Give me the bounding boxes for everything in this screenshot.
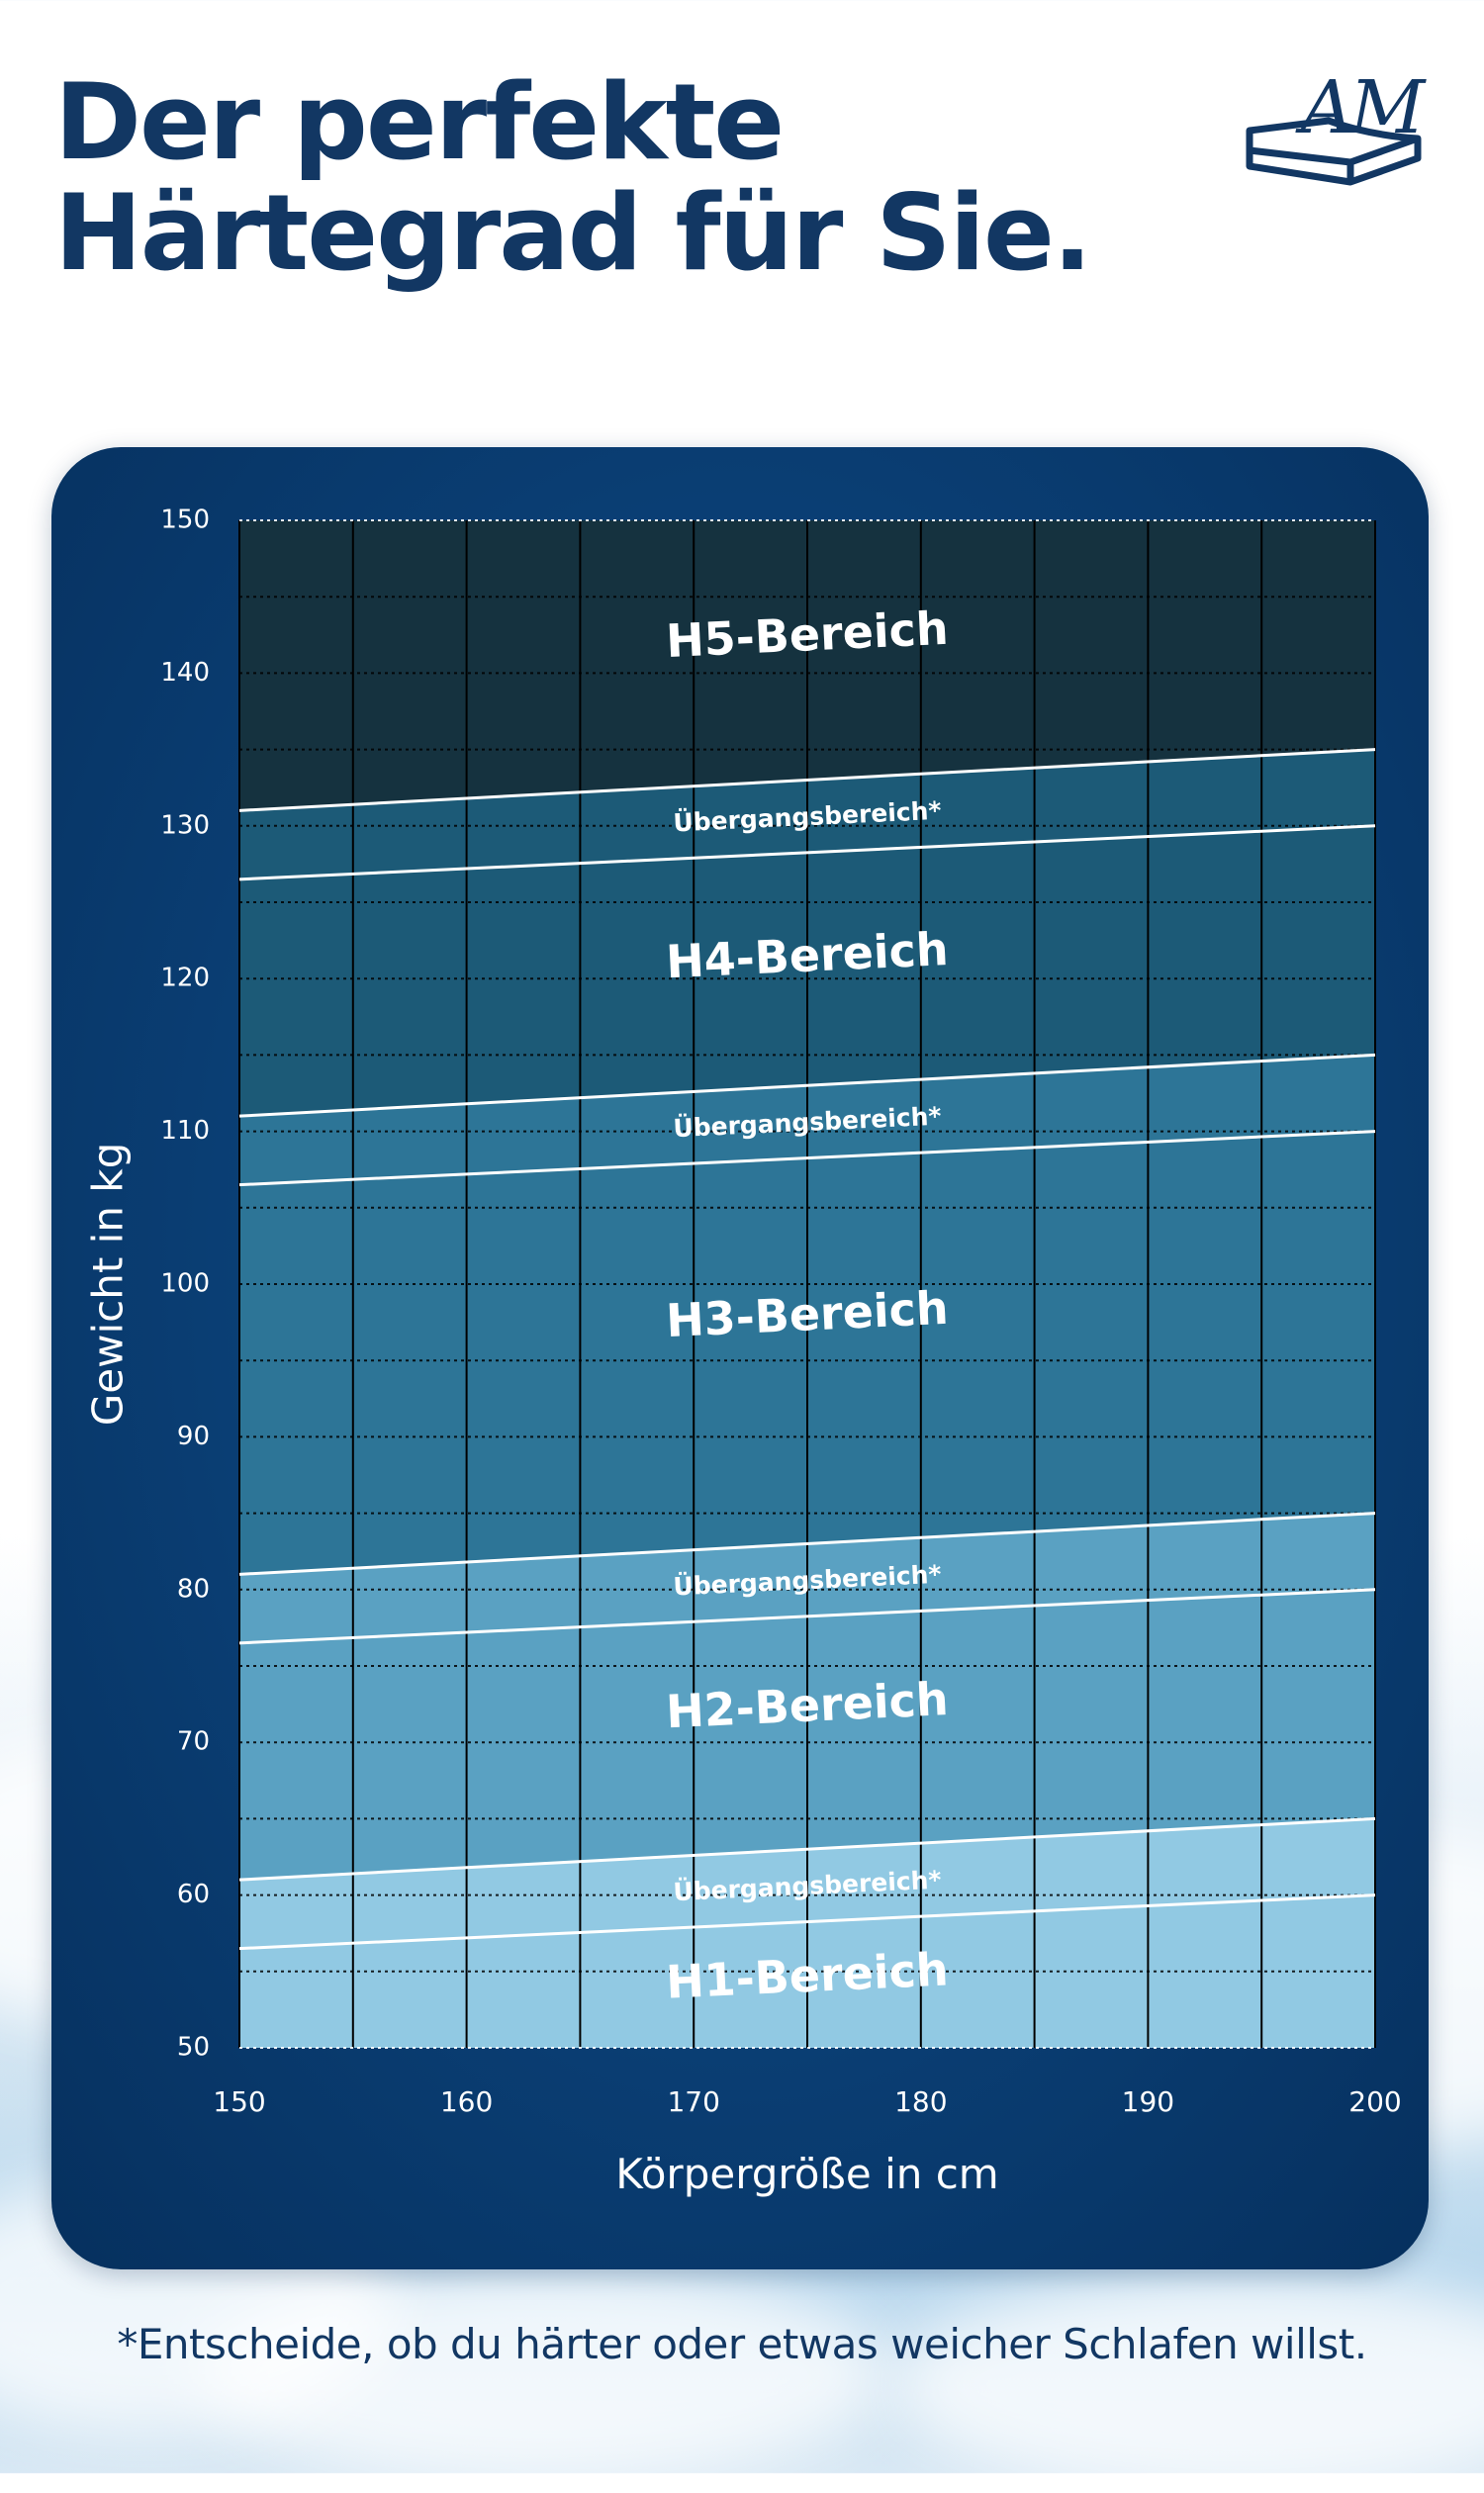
y-tick-label: 110 bbox=[160, 1116, 210, 1146]
region-label: H4-Bereich bbox=[665, 922, 950, 988]
x-tick-label: 180 bbox=[894, 2085, 947, 2118]
y-tick-label: 130 bbox=[160, 810, 210, 840]
boundary-line-4 bbox=[238, 1512, 1376, 1576]
y-tick-label: 50 bbox=[177, 2033, 210, 2063]
boundary-line-7 bbox=[238, 824, 1376, 881]
region-label: H3-Bereich bbox=[665, 1281, 950, 1347]
y-tick-label: 90 bbox=[177, 1422, 210, 1451]
mattress-icon bbox=[1246, 117, 1422, 186]
page-title: Der perfekte Härtegrad für Sie. bbox=[54, 61, 1092, 294]
y-tick-label: 120 bbox=[160, 964, 210, 993]
boundary-line-8 bbox=[238, 748, 1376, 812]
x-axis-title: Körpergröße in cm bbox=[615, 2150, 998, 2198]
boundary-line-2 bbox=[238, 1816, 1376, 1882]
y-tick-label: 150 bbox=[160, 506, 210, 535]
region-label: H5-Bereich bbox=[665, 601, 950, 668]
x-tick-label: 170 bbox=[667, 2085, 719, 2118]
x-tick-label: 150 bbox=[213, 2085, 265, 2118]
brand-logo: AM bbox=[1242, 65, 1430, 200]
region-label: H2-Bereich bbox=[665, 1672, 950, 1738]
y-tick-label: 100 bbox=[160, 1269, 210, 1299]
x-tick-label: 190 bbox=[1122, 2085, 1174, 2118]
y-axis-title: Gewicht in kg bbox=[84, 1143, 133, 1427]
y-tick-label: 70 bbox=[177, 1727, 210, 1757]
y-tick-label: 80 bbox=[177, 1574, 210, 1604]
boundary-line-3 bbox=[238, 1588, 1376, 1645]
chart-card: H1-Bereich Übergangsbereich* H2-Bereich Übe… bbox=[51, 447, 1429, 2269]
y-tick-label: 140 bbox=[160, 658, 210, 688]
boundary-line-6 bbox=[238, 1053, 1376, 1118]
boundary-line-5 bbox=[238, 1130, 1376, 1187]
region-label: H1-Bereich bbox=[665, 1942, 950, 2008]
boundary-line-1 bbox=[238, 1893, 1376, 1951]
x-tick-label: 160 bbox=[440, 2085, 493, 2118]
x-tick-label: 200 bbox=[1348, 2085, 1401, 2118]
footnote: *Entscheide, ob du härter oder etwas wei… bbox=[117, 2320, 1367, 2368]
hardness-chart: H1-BereichÜbergangsbereich*H2-BereichÜbe… bbox=[84, 506, 1402, 2199]
y-tick-label: 60 bbox=[177, 1880, 210, 1909]
